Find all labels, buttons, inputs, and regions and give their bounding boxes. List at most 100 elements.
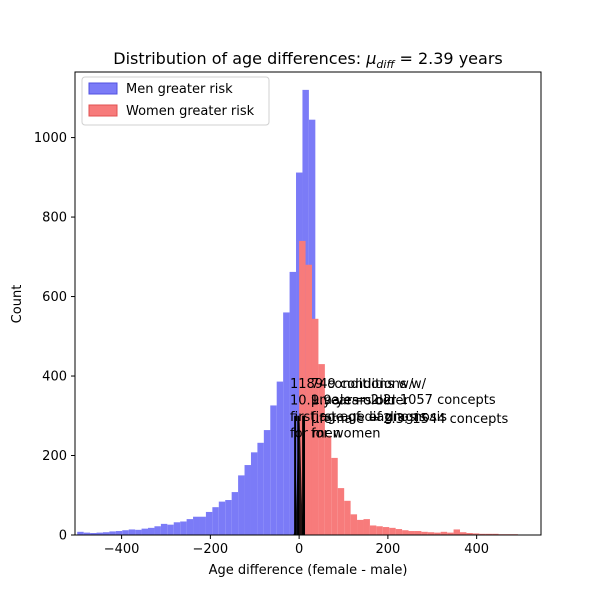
annotation-lines	[292, 415, 306, 535]
bar-women-3	[318, 364, 325, 535]
legend-label-women: Women greater risk	[126, 104, 255, 119]
annotation-women-line-3: for women	[311, 427, 381, 442]
bar-women-5	[331, 457, 338, 535]
bar-women-22	[440, 531, 448, 535]
annotation-mean-line-0: μmale = 2.2: 1057 concepts	[311, 393, 496, 408]
bar-men-5	[109, 531, 116, 535]
bar-women-21	[434, 532, 441, 535]
bar-men-28	[257, 442, 264, 535]
bar-men-19	[199, 516, 206, 535]
bar-men-30	[270, 405, 277, 535]
bar-men-0	[77, 531, 84, 535]
bar-men-11	[148, 527, 155, 535]
y-axis-label: Count	[10, 285, 25, 324]
chart-title: Distribution of age differences: μdiff =…	[113, 49, 502, 71]
bar-women-16	[402, 530, 409, 535]
title-mu: μ	[365, 49, 376, 68]
bar-women-28	[479, 533, 486, 535]
bar-women-15	[395, 529, 403, 535]
bar-men-15	[173, 522, 181, 535]
bar-men-31	[276, 381, 284, 535]
plot-frame	[74, 71, 542, 536]
bar-men-9	[135, 529, 142, 535]
bar-women-13	[382, 527, 390, 535]
annotation-men-line-1: 10.1 years older	[290, 394, 397, 409]
legend: Men greater risk Women greater risk	[81, 76, 270, 126]
bar-men-16	[180, 521, 187, 535]
x-tick-label-1: −200	[193, 542, 229, 557]
bar-men-13	[160, 523, 168, 535]
bar-men-25	[238, 475, 245, 535]
bar-men-22	[218, 501, 226, 535]
bar-men-10	[141, 528, 149, 535]
axes-frame	[74, 71, 542, 536]
y-axis-ticks: 0 200 400 600 800 1000	[34, 131, 75, 544]
bar-men-2	[90, 533, 97, 535]
annotation-women-line-2: first age of diagnosis	[311, 410, 447, 425]
x-axis-label: Age difference (female - male)	[209, 563, 408, 578]
bar-men-8	[128, 529, 136, 535]
bar-men-18	[193, 516, 200, 535]
x-tick-label-0: −400	[104, 542, 140, 557]
bar-men-26	[244, 465, 251, 535]
annotation-mean-line-1: μfemale = 2.3: 1544 concepts	[311, 412, 508, 427]
annotation-men-line-3: for men	[290, 427, 341, 442]
bar-women-6	[337, 488, 345, 535]
bar-women-11	[369, 525, 377, 535]
annotation-men-line-0: 1189 conditions w/	[290, 377, 414, 392]
bar-men-14	[167, 524, 174, 535]
annotation-women-line-1: 9.9 years older	[311, 394, 410, 409]
y-tick-label-5: 1000	[34, 131, 67, 146]
bar-men-12	[154, 526, 161, 535]
x-axis-ticks: −400 −200 0 200 400	[104, 535, 489, 557]
bar-women-7	[344, 500, 351, 535]
bar-women-26	[466, 533, 473, 535]
bar-women-8	[350, 514, 358, 535]
legend-swatch-men	[88, 82, 118, 95]
y-tick-label-0: 0	[59, 529, 67, 544]
bar-women-2	[311, 318, 319, 535]
bar-men-17	[186, 519, 194, 535]
bar-men-3	[96, 532, 103, 535]
histogram-bars	[77, 89, 518, 536]
bar-women-17	[408, 531, 415, 535]
bar-men-20	[205, 511, 213, 535]
bar-men-32	[283, 312, 290, 535]
bar-women-25	[460, 532, 467, 535]
legend-swatch-women	[88, 104, 118, 117]
bar-men-23	[225, 500, 232, 535]
bar-women-1	[305, 264, 312, 535]
legend-label-men: Men greater risk	[126, 82, 233, 97]
annotation-texts: 1189 conditions w/10.1 years olderfirst …	[290, 377, 508, 442]
bar-men-6	[115, 531, 123, 535]
bar-men-7	[122, 530, 129, 535]
bar-women-18	[414, 531, 422, 535]
bar-men-4	[102, 532, 110, 535]
legend-frame	[81, 76, 270, 126]
bar-women-14	[389, 527, 396, 535]
annotation-men-line-2: first age of diagnosis	[290, 410, 426, 425]
bar-men-24	[231, 492, 239, 535]
bar-women-12	[376, 526, 383, 535]
bar-men-33	[289, 271, 297, 535]
y-tick-label-4: 800	[42, 211, 67, 226]
bar-women-29	[485, 533, 493, 535]
y-tick-label-3: 600	[42, 290, 67, 305]
bar-men-27	[250, 452, 258, 535]
bar-women-10	[363, 519, 370, 535]
title-suffix: = 2.39 years	[394, 49, 502, 68]
y-tick-label-2: 400	[42, 370, 67, 385]
annotation-women-line-0: 749 conditions w/	[311, 377, 427, 392]
bar-women-20	[427, 532, 435, 535]
bar-women-27	[472, 533, 480, 535]
y-tick-label-1: 200	[42, 449, 67, 464]
x-tick-label-3: 200	[375, 542, 400, 557]
bar-women-9	[357, 519, 364, 535]
bar-women-4	[324, 435, 332, 535]
bar-women-23	[447, 532, 454, 535]
bar-women-24	[453, 529, 461, 535]
x-tick-label-2: 0	[295, 542, 303, 557]
bar-women-19	[421, 531, 428, 535]
x-tick-label-4: 400	[464, 542, 489, 557]
